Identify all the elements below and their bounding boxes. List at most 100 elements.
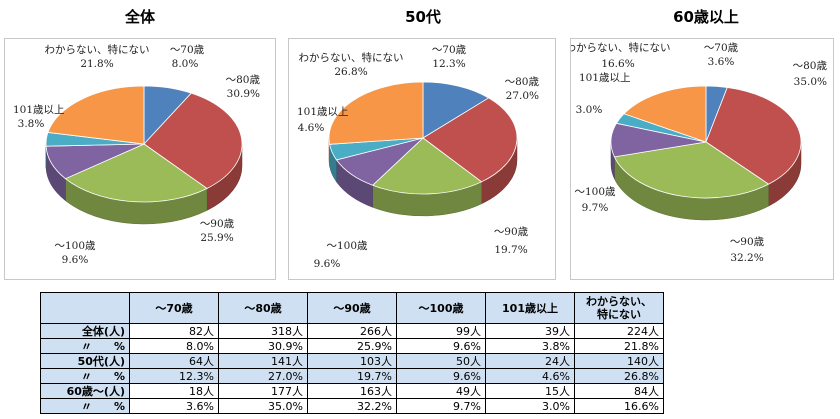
table-cell: 9.7% (396, 398, 486, 414)
table-row: 全体(人) 82人 318人 266人 99人 39人 224人 (40, 323, 664, 339)
table-cell: 30.9% (218, 338, 308, 354)
chart-title-50s: 50代 (405, 8, 441, 26)
pie-slice (422, 81, 490, 139)
slice-value-label: 26.8% (334, 66, 367, 78)
slice-category-label: ～70歳 (432, 44, 467, 56)
slice-value-label: 9.6% (62, 254, 89, 266)
pie-chart-60plus: ～70歳 3.6% ～80歳 35.0% ～90歳 32.2% ～100歳 9.7% 101歳以… (571, 42, 828, 264)
slice-value-label: 4.6% (298, 122, 325, 134)
column-header-line: わからない、 (586, 295, 652, 308)
pie-panel-overall: ～70歳 8.0% ～80歳 30.9% ～90歳 25.9% ～100歳 9.6% 101歳以… (4, 38, 276, 280)
table-row: 〃 % 12.3% 27.0% 19.7% 9.6% 4.6% 26.8% (40, 368, 664, 384)
slice-value-label: 27.0% (506, 90, 539, 102)
table-cell: 49人 (396, 383, 486, 399)
chart-title-60plus: 60歳以上 (673, 8, 739, 26)
slice-category-label: わからない、特にない (571, 42, 671, 54)
table-cell: 140人 (574, 353, 664, 369)
slice-category-label: ～70歳 (704, 42, 739, 54)
table-cell: 9.6% (396, 338, 486, 354)
slice-category-label: ～70歳 (170, 44, 205, 56)
slice-category-label: ～100歳 (574, 186, 616, 198)
column-header-line: 特にない (597, 308, 641, 321)
slice-value-label: 3.8% (18, 118, 45, 130)
slice-category-label: ～90歳 (494, 226, 529, 238)
slice-category-label: ～80歳 (226, 74, 261, 86)
row-label: 〃 % (40, 368, 130, 384)
pie-panel-60plus: ～70歳 3.6% ～80歳 35.0% ～90歳 32.2% ～100歳 9.7% 101歳以… (570, 38, 834, 280)
table-corner-cell (40, 292, 130, 324)
table-header-row: ～70歳 ～80歳 ～90歳 ～100歳 101歳以上 わからない、 特にない (40, 292, 664, 324)
pie-slice (613, 141, 770, 199)
table-cell: 26.8% (574, 368, 664, 384)
slice-category-label: 101歳以上 (13, 104, 65, 116)
slice-value-label: 30.9% (227, 88, 260, 100)
slice-value-label: 21.8% (80, 58, 113, 70)
table-cell: 50人 (396, 353, 486, 369)
table-cell: 21.8% (574, 338, 664, 354)
pie-chart-overall: ～70歳 8.0% ～80歳 30.9% ～90歳 25.9% ～100歳 9.6% 101歳以… (13, 44, 261, 266)
table-cell: 163人 (307, 383, 397, 399)
table-cell: 32.2% (307, 398, 397, 414)
slice-value-label: 9.7% (582, 202, 609, 214)
table-cell: 35.0% (218, 398, 308, 414)
table-cell: 266人 (307, 323, 397, 339)
row-label: 全体(人) (40, 323, 130, 339)
table-cell: 103人 (307, 353, 397, 369)
slice-category-label: わからない、特にない (299, 52, 404, 64)
slice-category-label: ～90歳 (730, 236, 765, 248)
pie-chart-50s: ～70歳 12.3% ～80歳 27.0% ～90歳 19.7% ～100歳 9.6% 101歳… (297, 44, 540, 270)
table-cell: 25.9% (307, 338, 397, 354)
table-cell: 84人 (574, 383, 664, 399)
table-cell: 224人 (574, 323, 664, 339)
table-cell: 19.7% (307, 368, 397, 384)
slice-value-label: 3.0% (576, 104, 603, 116)
slice-category-label: わからない、特にない (45, 44, 150, 56)
table-cell: 99人 (396, 323, 486, 339)
table-cell: 39人 (485, 323, 575, 339)
table-cell: 3.8% (485, 338, 575, 354)
row-label: 〃 % (40, 338, 130, 354)
column-header: ～90歳 (307, 292, 397, 324)
table-cell: 318人 (218, 323, 308, 339)
row-label: 〃 % (40, 398, 130, 414)
chart-title-overall: 全体 (124, 8, 155, 26)
table-cell: 16.6% (574, 398, 664, 414)
slice-value-label: 16.6% (601, 58, 634, 70)
slice-category-label: ～90歳 (200, 218, 235, 230)
table-cell: 12.3% (129, 368, 219, 384)
column-header: ～80歳 (218, 292, 308, 324)
slice-category-label: 101歳以上 (579, 72, 631, 84)
table-cell: 177人 (218, 383, 308, 399)
table-cell: 4.6% (485, 368, 575, 384)
slice-value-label: 8.0% (172, 58, 199, 70)
pie-slice (64, 143, 208, 203)
pie-slice (422, 97, 518, 183)
table-cell: 15人 (485, 383, 575, 399)
table-cell: 82人 (129, 323, 219, 339)
table-cell: 18人 (129, 383, 219, 399)
pie-slice (143, 92, 243, 189)
table-row: 〃 % 3.6% 35.0% 32.2% 9.7% 3.0% 16.6% (40, 398, 664, 414)
table-row: 50代(人) 64人 141人 103人 50人 24人 140人 (40, 353, 664, 369)
pie-panel-50s: ～70歳 12.3% ～80歳 27.0% ～90歳 19.7% ～100歳 9.6% 101歳… (288, 38, 556, 280)
slice-value-label: 12.3% (432, 58, 465, 70)
table-cell: 141人 (218, 353, 308, 369)
table-cell: 27.0% (218, 368, 308, 384)
row-label: 60歳～(人) (40, 383, 130, 399)
column-header: ～70歳 (129, 292, 219, 324)
pie-slice (623, 85, 707, 143)
slice-value-label: 19.7% (494, 244, 527, 256)
slice-category-label: ～80歳 (505, 76, 540, 88)
slice-value-label: 32.2% (730, 252, 763, 264)
slice-category-label: 101歳以上 (297, 106, 349, 118)
table-cell: 9.6% (396, 368, 486, 384)
table-cell: 8.0% (129, 338, 219, 354)
pie-slice (705, 86, 802, 185)
slice-category-label: ～80歳 (793, 60, 828, 72)
slice-value-label: 9.6% (314, 258, 341, 270)
column-header: わからない、 特にない (574, 292, 664, 324)
row-label: 50代(人) (40, 353, 130, 369)
table-cell: 24人 (485, 353, 575, 369)
column-header: 101歳以上 (485, 292, 575, 324)
pie-slice (47, 85, 145, 145)
